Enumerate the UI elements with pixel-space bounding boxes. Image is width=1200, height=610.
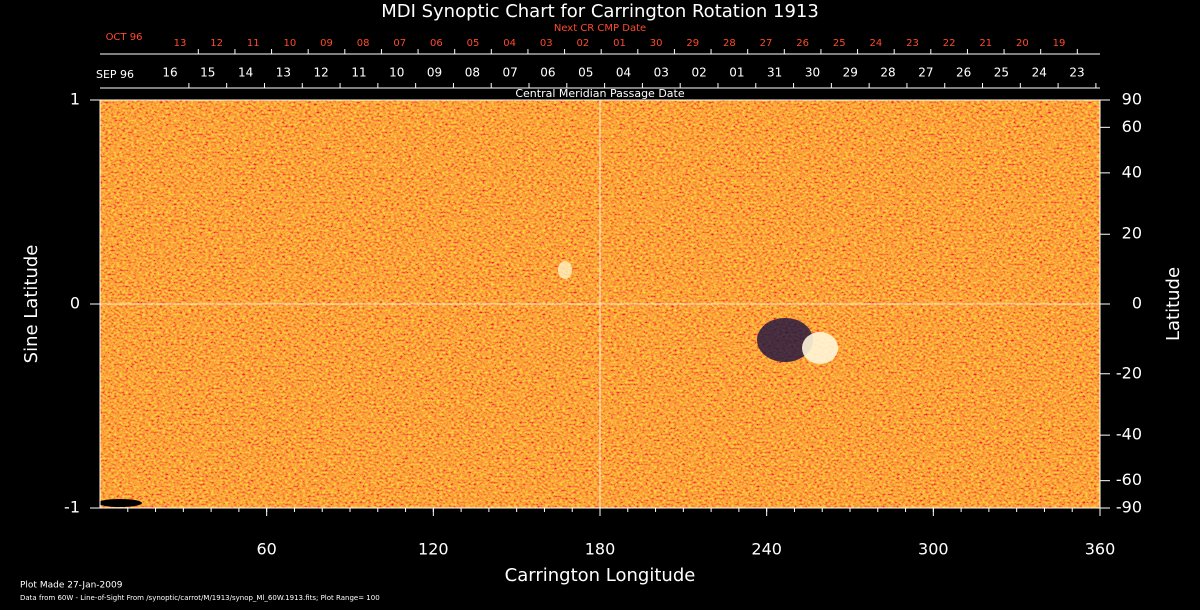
date-label: 30 <box>650 38 663 49</box>
x-tick-label: 300 <box>918 540 949 559</box>
y-axis-label: Sine Latitude <box>21 245 42 364</box>
date-label: 08 <box>357 38 370 49</box>
date-label: 06 <box>540 66 555 80</box>
date-label: 02 <box>577 38 590 49</box>
date-label: 26 <box>796 38 809 49</box>
date-label: 10 <box>284 38 297 49</box>
y2-tick-label: 0 <box>1132 294 1142 313</box>
active-region-negative <box>757 318 813 362</box>
date-label: 25 <box>833 38 846 49</box>
x-tick-label: 120 <box>418 540 449 559</box>
pole-gap <box>98 499 142 507</box>
date-label: 28 <box>723 38 736 49</box>
y2-tick-label: 20 <box>1122 224 1142 243</box>
date-label: 14 <box>238 66 253 80</box>
y-tick-label: 0 <box>70 294 80 313</box>
y2-tick-label: 40 <box>1122 162 1142 181</box>
y2-tick-label: 90 <box>1122 90 1142 109</box>
date-label: 24 <box>870 38 883 49</box>
y-tick-label: 1 <box>70 90 80 109</box>
chart-title: MDI Synoptic Chart for Carrington Rotati… <box>381 1 819 22</box>
footer-line: Plot Made 27-Jan-2009 <box>20 581 123 591</box>
date-label: 21 <box>979 38 992 49</box>
date-label: 04 <box>503 38 516 49</box>
date-label: 01 <box>613 38 626 49</box>
footer-line: Data from 60W - Line-of-Sight From /syno… <box>20 594 380 602</box>
date-label: 03 <box>540 38 553 49</box>
cmp-month: SEP 96 <box>96 68 134 81</box>
date-label: 12 <box>314 66 329 80</box>
date-label: 27 <box>918 66 933 80</box>
date-label: 02 <box>691 66 706 80</box>
y2-tick-label: -40 <box>1116 425 1142 444</box>
next-cr-month: OCT 96 <box>106 32 143 43</box>
date-label: 31 <box>767 66 782 80</box>
date-label: 05 <box>578 66 593 80</box>
date-label: 29 <box>843 66 858 80</box>
small-region <box>558 261 572 279</box>
x-axis-label: Carrington Longitude <box>505 565 696 586</box>
date-label: 25 <box>994 66 1009 80</box>
date-label: 24 <box>1032 66 1047 80</box>
date-label: 20 <box>1016 38 1029 49</box>
date-label: 07 <box>393 38 406 49</box>
active-region-positive <box>802 332 838 364</box>
date-label: 11 <box>247 38 260 49</box>
x-tick-label: 180 <box>585 540 616 559</box>
y-tick-label: -1 <box>64 498 80 517</box>
date-label: 05 <box>467 38 480 49</box>
date-label: 22 <box>943 38 956 49</box>
date-label: 04 <box>616 66 631 80</box>
x-tick-label: 60 <box>256 540 276 559</box>
date-label: 15 <box>200 66 215 80</box>
date-label: 06 <box>430 38 443 49</box>
y2-tick-label: 60 <box>1122 117 1142 136</box>
y2-tick-label: -90 <box>1116 498 1142 517</box>
y2-tick-label: -60 <box>1116 470 1142 489</box>
date-label: 10 <box>389 66 404 80</box>
date-label: 12 <box>210 38 223 49</box>
x-tick-label: 240 <box>751 540 782 559</box>
next-cr-title: Next CR CMP Date <box>554 23 646 34</box>
date-label: 30 <box>805 66 820 80</box>
date-label: 13 <box>174 38 187 49</box>
cmp-title: Central Meridian Passage Date <box>515 87 684 100</box>
x-tick-label: 360 <box>1085 540 1116 559</box>
date-label: 01 <box>729 66 744 80</box>
date-label: 11 <box>351 66 366 80</box>
y2-axis-label: Latitude <box>1163 267 1184 341</box>
date-label: 23 <box>1069 66 1084 80</box>
date-label: 08 <box>465 66 480 80</box>
date-label: 27 <box>760 38 773 49</box>
date-label: 23 <box>906 38 919 49</box>
date-label: 26 <box>956 66 971 80</box>
date-label: 29 <box>686 38 699 49</box>
date-label: 07 <box>502 66 517 80</box>
date-label: 09 <box>427 66 442 80</box>
date-label: 16 <box>162 66 177 80</box>
date-label: 09 <box>320 38 333 49</box>
date-label: 13 <box>276 66 291 80</box>
date-label: 03 <box>654 66 669 80</box>
y2-tick-label: -20 <box>1116 363 1142 382</box>
date-label: 19 <box>1053 38 1066 49</box>
date-label: 28 <box>880 66 895 80</box>
